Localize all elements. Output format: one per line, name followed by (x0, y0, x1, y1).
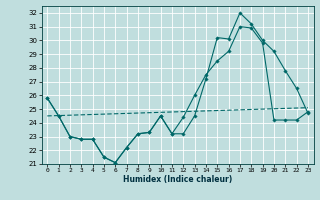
X-axis label: Humidex (Indice chaleur): Humidex (Indice chaleur) (123, 175, 232, 184)
